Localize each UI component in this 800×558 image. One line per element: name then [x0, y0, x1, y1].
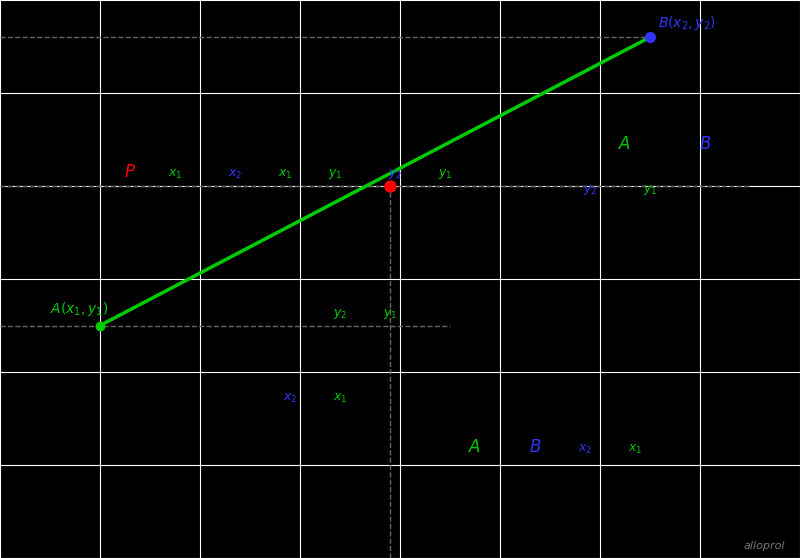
Text: $x_1$: $x_1$	[333, 392, 347, 405]
Text: $x_1$: $x_1$	[278, 169, 292, 181]
Text: $x_2$: $x_2$	[228, 169, 242, 181]
Text: $x_2$: $x_2$	[283, 392, 297, 405]
Text: $y_2$: $y_2$	[583, 183, 597, 197]
Text: $y_2$: $y_2$	[388, 167, 402, 181]
Text: $A$: $A$	[618, 136, 631, 153]
Text: $x_1$: $x_1$	[168, 169, 182, 181]
Text: $B$: $B$	[699, 136, 711, 153]
Text: $x_2$: $x_2$	[578, 442, 592, 456]
Text: $P$: $P$	[124, 163, 136, 181]
Text: $A(x_1,y_1)$: $A(x_1,y_1)$	[50, 300, 109, 318]
Text: $y_1$: $y_1$	[328, 167, 342, 181]
Text: $y_1$: $y_1$	[382, 307, 398, 321]
Text: $y_2$: $y_2$	[333, 307, 347, 321]
Text: $A$: $A$	[469, 437, 482, 456]
Text: $y_1$: $y_1$	[438, 167, 452, 181]
Text: $x_1$: $x_1$	[628, 442, 642, 456]
Text: $B$: $B$	[529, 437, 541, 456]
Text: alloprol: alloprol	[743, 541, 785, 551]
Text: $y_1$: $y_1$	[642, 183, 658, 197]
Text: $B(x_2,y_2)$: $B(x_2,y_2)$	[658, 13, 716, 32]
